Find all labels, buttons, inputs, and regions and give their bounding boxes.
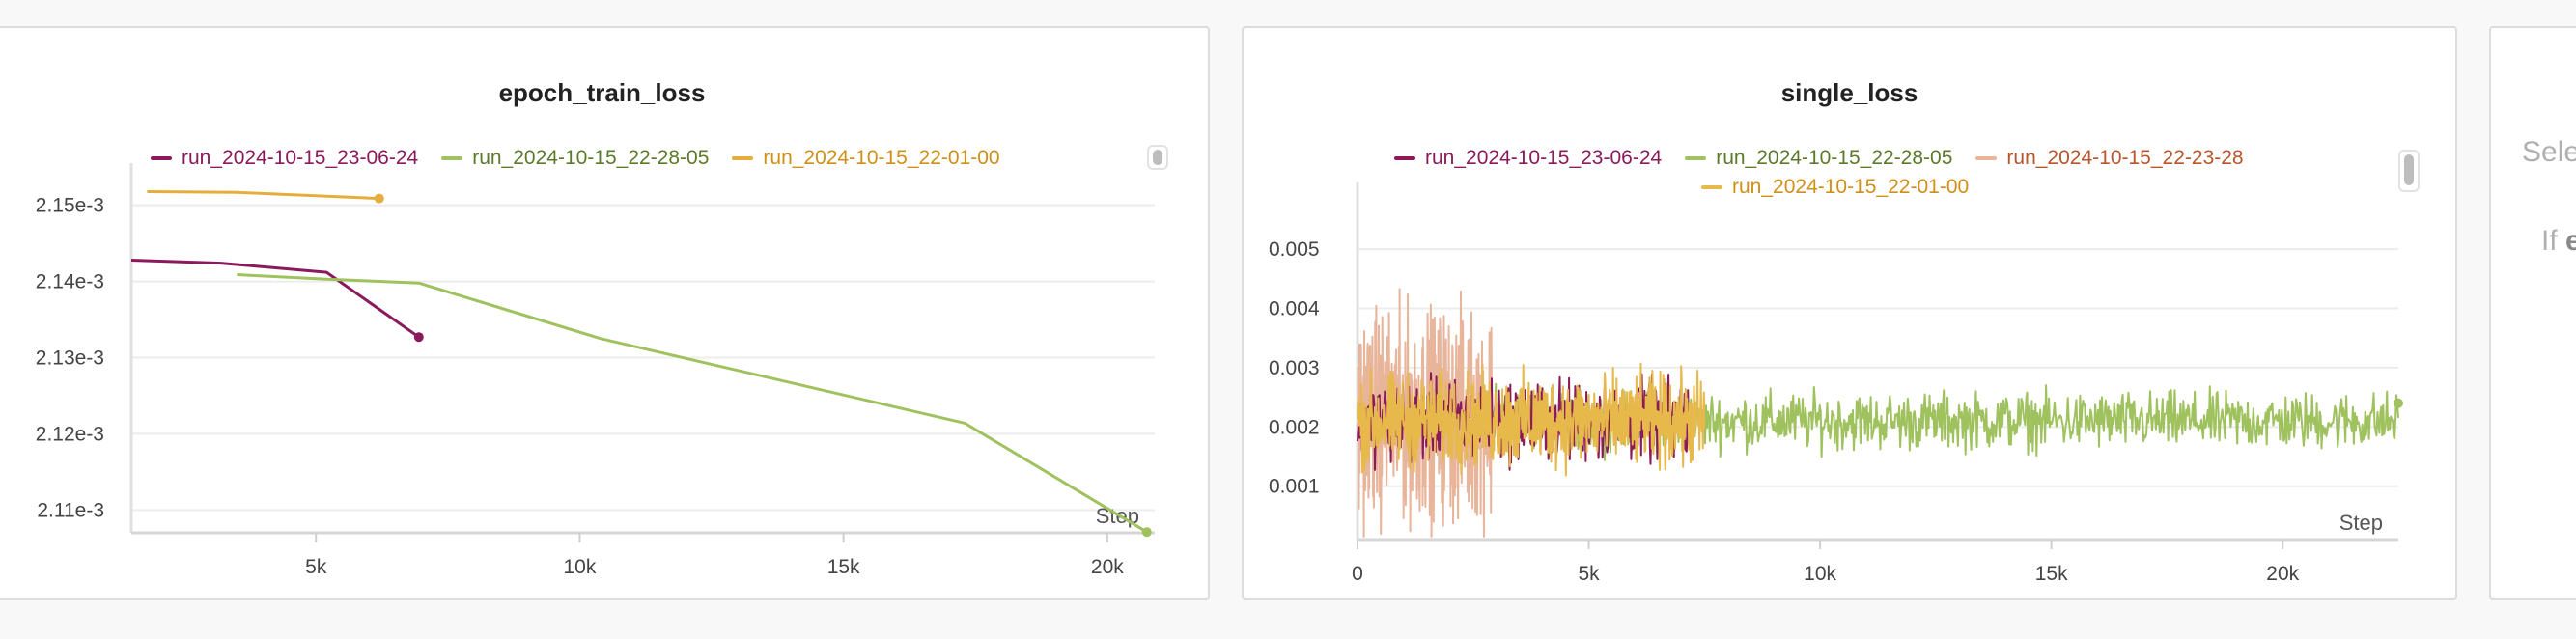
series-end-point[interactable] [374,193,384,204]
legend-item[interactable]: run_2024-10-15_22-28-05 [441,147,709,170]
scroll-knob[interactable] [2404,154,2414,185]
legend-scroll-indicator[interactable] [1147,145,1168,170]
y-tick-label: 0.004 [1269,298,1320,320]
legend-item[interactable]: run_2024-10-15_22-23-28 [1975,147,2244,170]
x-tick-label: 10k [564,556,597,578]
series-line[interactable] [130,259,420,339]
series-line[interactable] [1357,362,1706,477]
chart-title: single_loss [1780,78,1918,107]
legend-label: run_2024-10-15_23-06-24 [1425,147,1663,169]
legend-swatch [1701,185,1722,189]
x-tick-label: 15k [2035,563,2068,585]
series-end-point[interactable] [1141,527,1152,538]
legend-swatch [732,156,754,160]
legend-label: run_2024-10-15_22-23-28 [2006,147,2244,169]
side-panel-hint-bold: e [2565,225,2576,257]
legend-swatch [1975,156,1998,160]
legend-item[interactable]: run_2024-10-15_22-28-05 [1685,147,1952,170]
y-tick-label: 2.15e-3 [36,195,104,217]
legend-swatch [441,156,463,160]
chart-legend: run_2024-10-15_23-06-24 run_2024-10-15_2… [1394,144,2267,202]
chart-plot-single-loss[interactable]: 0.001 0.002 0.003 0.004 0.005 0 5k 10k 15k 20k Ste… [1244,28,2457,600]
legend-swatch [1685,156,1707,160]
y-tick-label: 2.14e-3 [36,271,104,293]
legend-swatch [151,156,172,160]
x-tick-label: 15k [827,556,860,578]
y-tick-label: 0.002 [1269,416,1320,438]
series-line[interactable] [1357,288,1493,538]
legend-item[interactable]: run_2024-10-15_22-01-00 [1701,176,1969,199]
scroll-knob[interactable] [1153,150,1162,165]
y-tick-label: 2.11e-3 [37,499,104,521]
chart-panel-single-loss: single_loss run_2024-10-15_23-06-24 run_… [1242,26,2457,600]
x-tick-label: 5k [305,556,327,578]
x-tick-label: 20k [1091,556,1124,578]
x-tick-label: 0 [1352,563,1363,585]
side-panel-hint: If e [2541,225,2576,258]
legend-label: run_2024-10-15_22-01-00 [763,147,1000,169]
series-end-point[interactable] [413,332,424,343]
legend-label: run_2024-10-15_22-28-05 [472,147,710,169]
side-panel-hint-prefix: If [2541,225,2566,257]
legend-swatch [1394,156,1415,160]
y-tick-label: 2.12e-3 [36,423,104,445]
x-axis-label: Step [2339,511,2383,535]
chart-title: epoch_train_loss [498,78,706,107]
series-line[interactable] [237,273,1148,534]
series-line[interactable] [147,190,379,201]
legend-label: run_2024-10-15_22-28-05 [1716,147,1953,169]
side-panel-text: Sele [2522,136,2576,168]
chart-panel-epoch-train-loss: epoch_train_loss run_2024-10-15_23-06-24… [0,26,1210,600]
y-tick-label: 0.003 [1269,357,1320,379]
x-tick-label: 10k [1804,563,1836,585]
y-tick-label: 0.005 [1269,238,1320,261]
side-panel: Sele If e [2489,26,2576,600]
legend-item[interactable]: run_2024-10-15_23-06-24 [1394,147,1662,170]
chart-plot-epoch-train-loss[interactable]: 2.11e-3 2.12e-3 2.13e-3 2.14e-3 2.15e-3 5k 10k… [0,28,1210,600]
legend-scroll-indicator[interactable] [2398,150,2420,192]
x-tick-label: 20k [2266,563,2299,585]
legend-item[interactable]: run_2024-10-15_23-06-24 [151,147,418,170]
y-tick-label: 0.001 [1269,476,1320,498]
legend-label: run_2024-10-15_22-01-00 [1732,176,1970,198]
legend-label: run_2024-10-15_23-06-24 [182,147,419,169]
chart-legend: run_2024-10-15_23-06-24 run_2024-10-15_2… [151,144,1023,173]
x-tick-label: 5k [1578,563,1600,585]
y-tick-label: 2.13e-3 [36,347,104,370]
legend-item[interactable]: run_2024-10-15_22-01-00 [732,147,1000,170]
series-end-point[interactable] [2394,398,2403,408]
